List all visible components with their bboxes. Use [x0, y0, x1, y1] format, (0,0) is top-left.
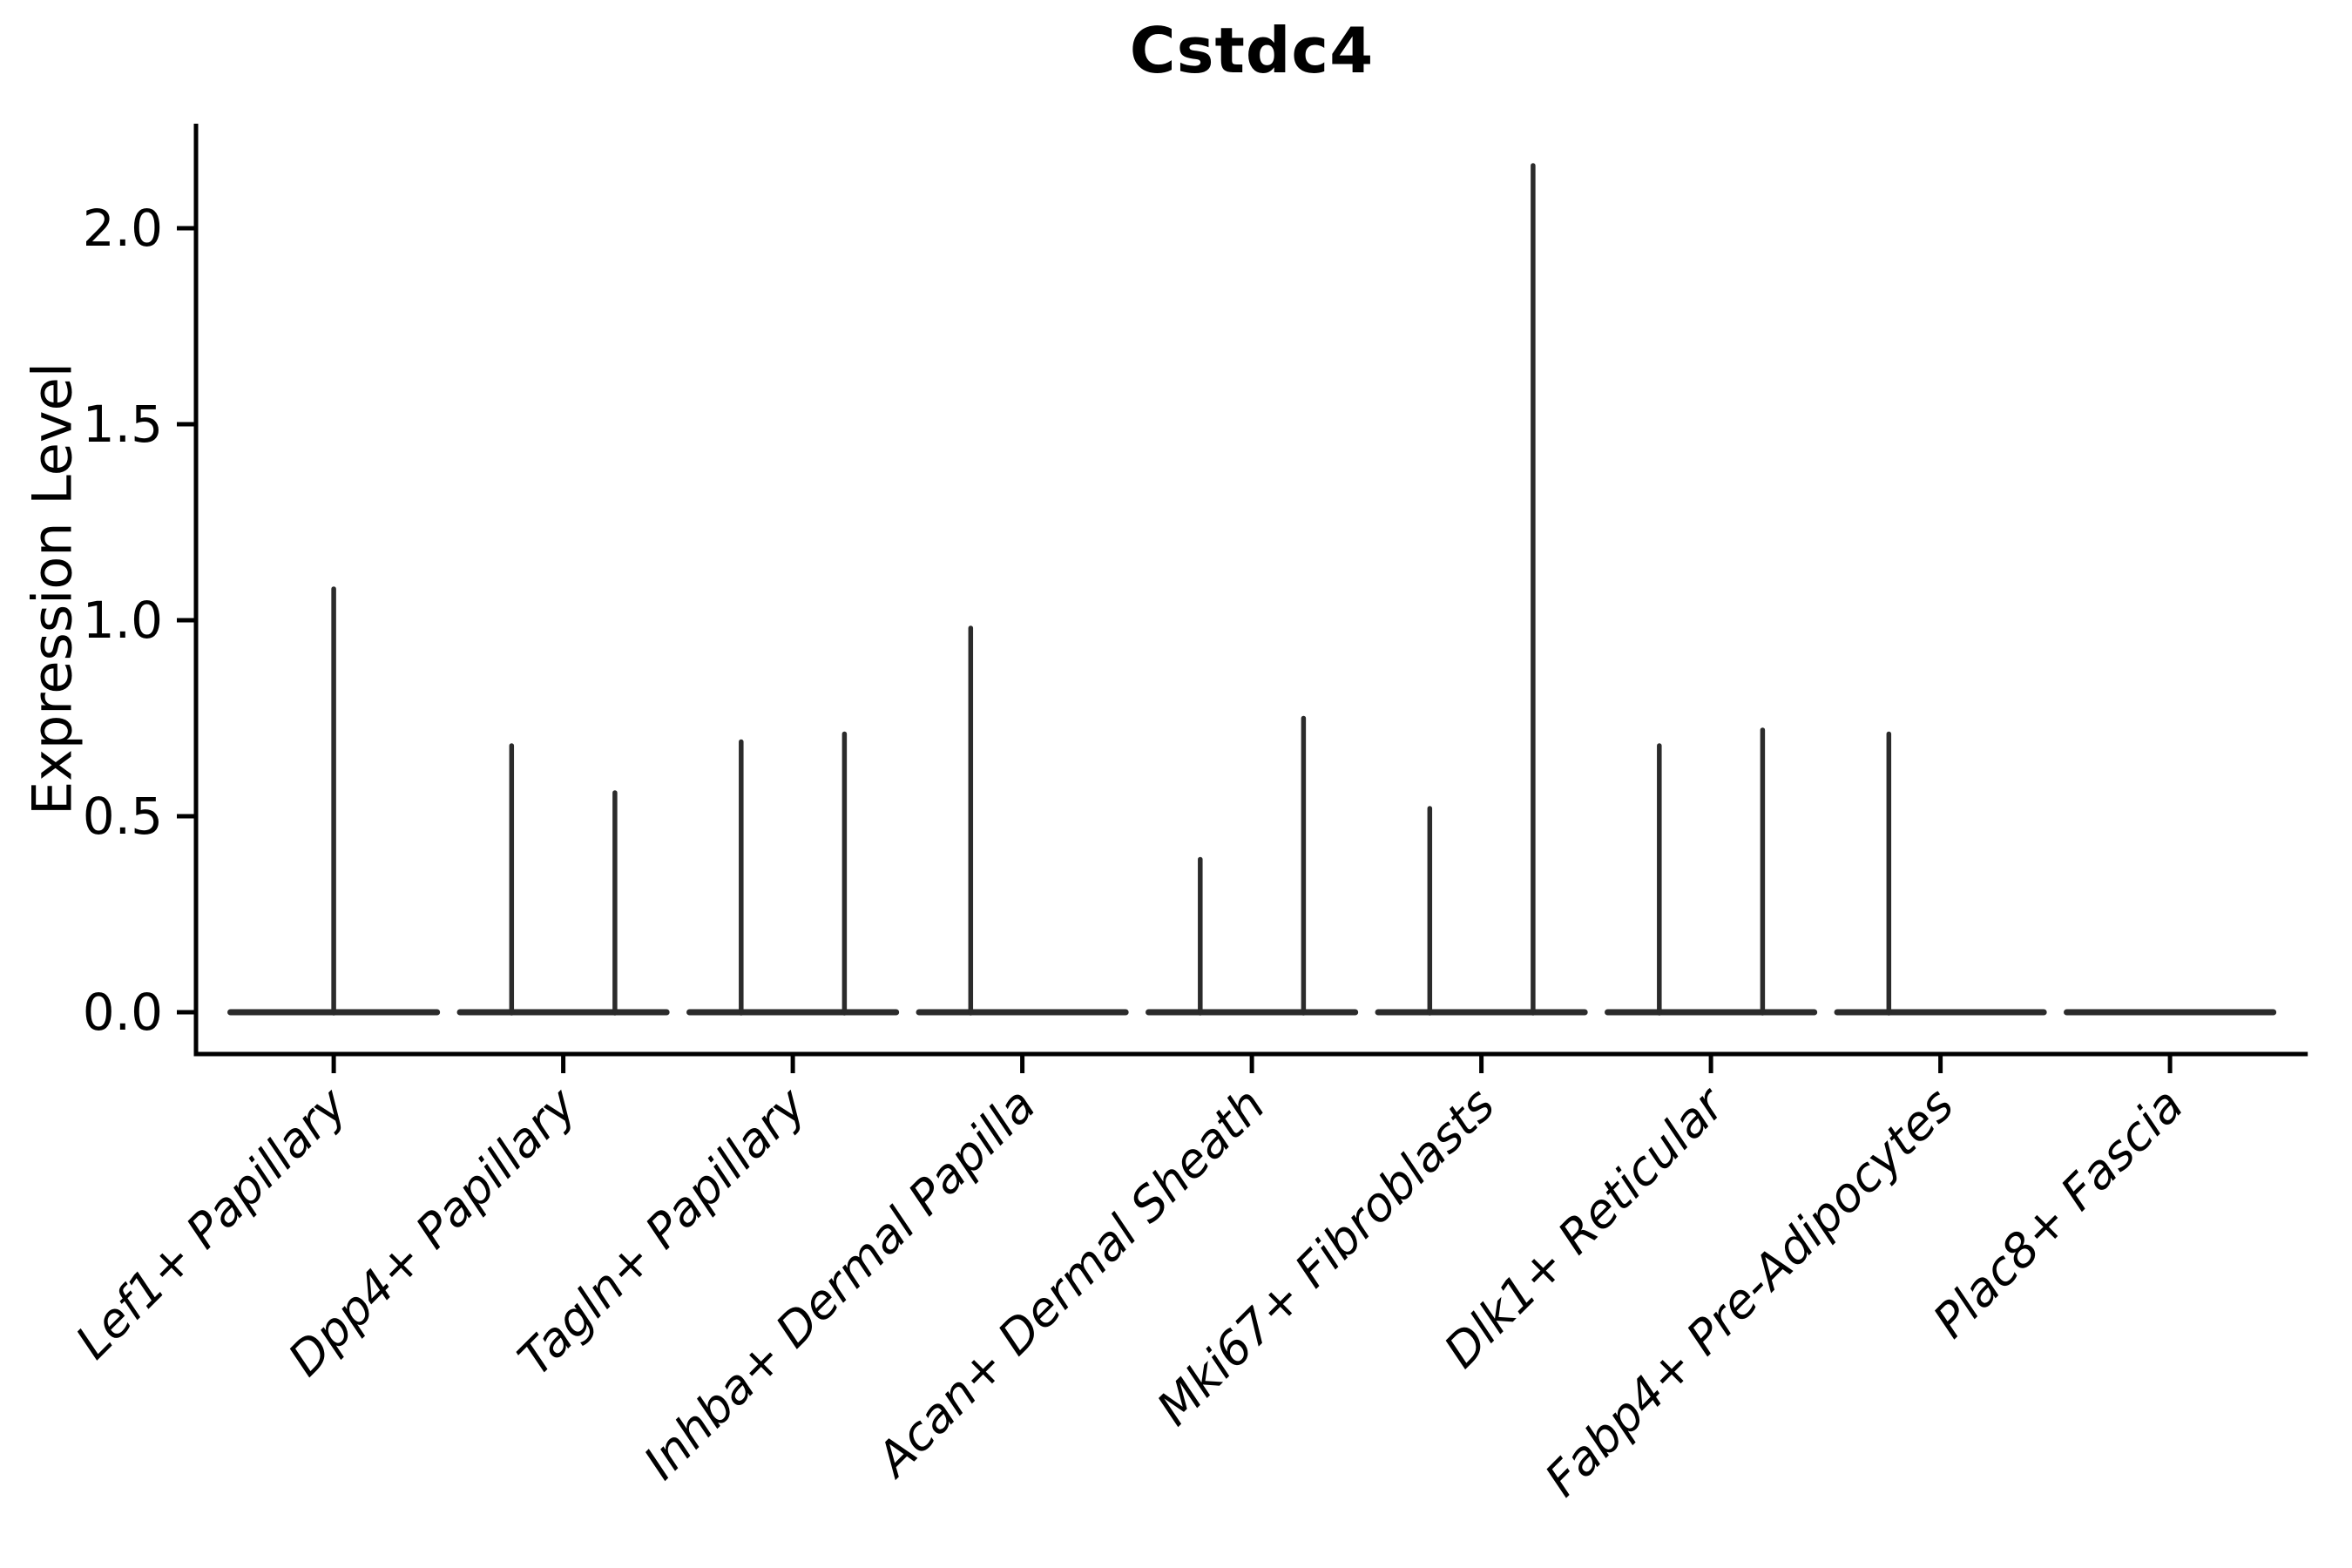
- x-tick-label: Inhba+ Dermal Papilla: [633, 1078, 1046, 1490]
- chart-title: Cstdc4: [1129, 14, 1375, 87]
- y-tick-label: 0.5: [83, 787, 163, 846]
- x-tick-label: Plac8+ Fascia: [1923, 1078, 2193, 1348]
- y-tick-label: 1.5: [83, 395, 163, 454]
- y-tick-label: 2.0: [83, 199, 163, 258]
- y-tick-label: 1.0: [83, 591, 163, 650]
- x-tick-label: Acan+ Dermal Sheath: [864, 1078, 1275, 1489]
- y-tick-label: 0.0: [83, 983, 163, 1042]
- x-tick-label: Fabp4+ Pre-Adipocytes: [1534, 1078, 1963, 1507]
- y-axis-label: Expression Level: [20, 362, 84, 815]
